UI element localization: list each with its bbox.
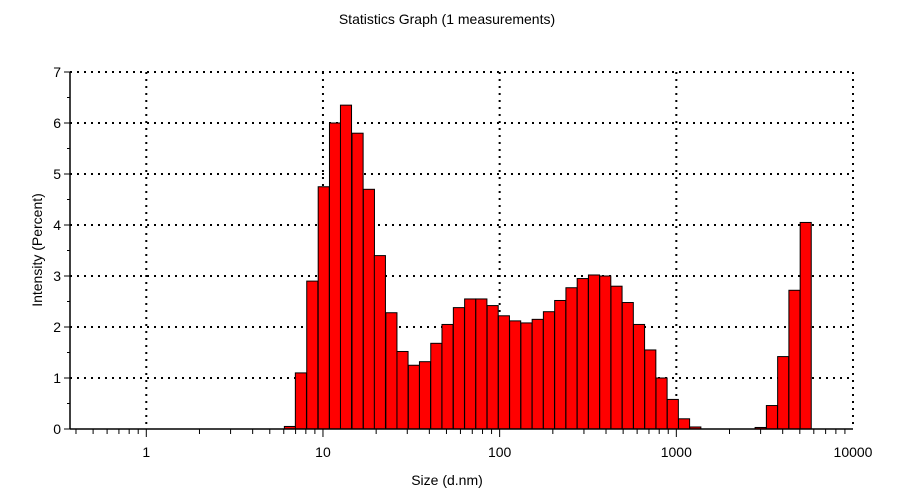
histogram-bar bbox=[373, 255, 386, 430]
histogram-bar bbox=[621, 302, 634, 430]
histogram-bar bbox=[464, 298, 477, 430]
histogram-bar bbox=[475, 298, 488, 430]
axes: 0 1 2 3 4 5 6 7 1 10 100 1000 10000 bbox=[53, 64, 872, 460]
chart-title: Statistics Graph (1 measurements) bbox=[339, 11, 555, 27]
x-tick-label: 10 bbox=[315, 444, 331, 460]
x-tick-label: 1000 bbox=[661, 444, 692, 460]
histogram-bar bbox=[799, 221, 812, 430]
x-tick-label: 10000 bbox=[834, 444, 873, 460]
histogram-bar bbox=[678, 418, 691, 430]
histogram-bar bbox=[610, 285, 623, 430]
x-tick-label: 100 bbox=[488, 444, 512, 460]
histogram-bar bbox=[441, 323, 454, 430]
histogram-bar bbox=[328, 122, 342, 430]
histogram-bar bbox=[385, 312, 398, 430]
histogram-bar bbox=[788, 289, 801, 430]
y-tick-label: 6 bbox=[53, 115, 61, 131]
y-tick-label: 4 bbox=[53, 217, 61, 233]
y-tick-label: 2 bbox=[53, 319, 61, 335]
histogram-bar bbox=[554, 299, 567, 430]
histogram-bar bbox=[632, 323, 646, 430]
histogram-bar bbox=[351, 132, 364, 430]
histogram-bar bbox=[644, 349, 657, 430]
histogram-bar bbox=[777, 356, 790, 430]
y-tick-label: 7 bbox=[53, 64, 61, 80]
y-tick-label: 1 bbox=[53, 370, 61, 386]
histogram-bar bbox=[520, 322, 533, 430]
histogram-bar bbox=[486, 305, 499, 430]
bars bbox=[283, 104, 812, 430]
histogram-bar bbox=[452, 307, 465, 430]
histogram-bar bbox=[531, 318, 544, 430]
x-tick-label: 1 bbox=[142, 444, 150, 460]
histogram-bar bbox=[542, 311, 555, 430]
histogram-bar bbox=[430, 342, 443, 430]
histogram-bar bbox=[339, 104, 353, 430]
histogram-bar bbox=[765, 405, 778, 430]
histogram-bar bbox=[576, 278, 589, 430]
histogram-bar bbox=[306, 280, 319, 430]
histogram-bar bbox=[362, 188, 375, 430]
y-tick-label: 5 bbox=[53, 166, 61, 182]
histogram-bar bbox=[655, 377, 668, 430]
y-tick-label: 3 bbox=[53, 268, 61, 284]
histogram-bar bbox=[317, 186, 330, 430]
histogram-bar bbox=[565, 287, 578, 430]
histogram-bar bbox=[497, 315, 510, 430]
histogram-bar bbox=[418, 361, 432, 430]
histogram-bar bbox=[407, 364, 420, 430]
histogram-bar bbox=[599, 275, 612, 430]
histogram-bar bbox=[587, 274, 601, 430]
y-tick-label: 0 bbox=[53, 421, 61, 437]
histogram-bar bbox=[294, 372, 307, 430]
y-axis-label: Intensity (Percent) bbox=[29, 193, 45, 307]
histogram-bar bbox=[396, 350, 409, 430]
x-axis-label: Size (d.nm) bbox=[411, 472, 483, 488]
histogram-bar bbox=[509, 320, 522, 430]
histogram-bar bbox=[666, 398, 679, 430]
